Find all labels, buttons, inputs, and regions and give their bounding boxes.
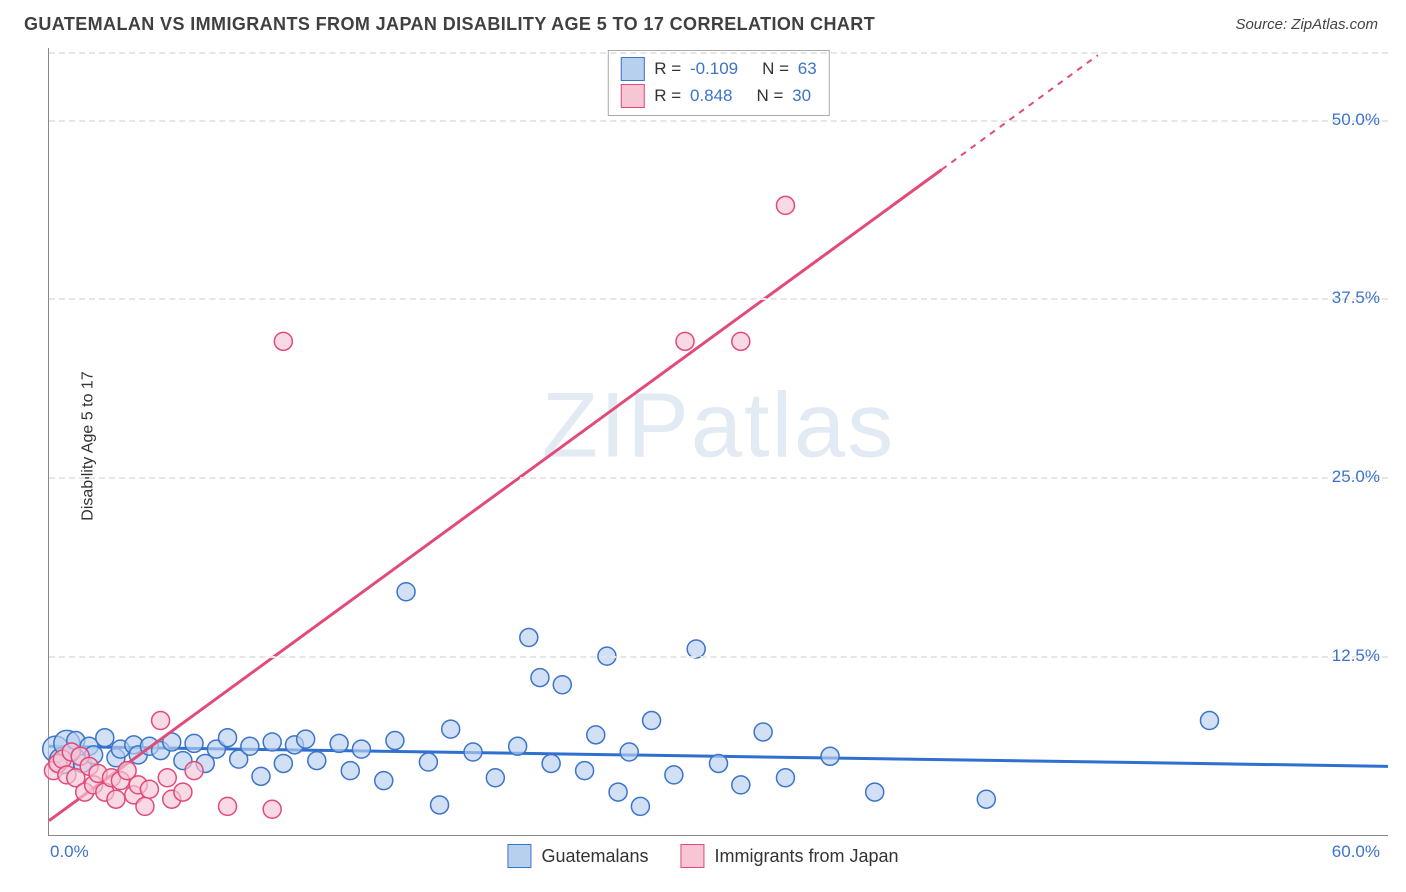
data-point [676, 332, 694, 350]
legend-label: Immigrants from Japan [715, 846, 899, 867]
data-point [1200, 712, 1218, 730]
legend-swatch [507, 844, 531, 868]
data-point [136, 797, 154, 815]
legend-n-value: N = 30 [756, 82, 811, 109]
gridline [49, 52, 1388, 54]
data-point [464, 743, 482, 761]
data-point [375, 772, 393, 790]
source-label: Source: ZipAtlas.com [1235, 16, 1378, 33]
legend-item: Guatemalans [507, 844, 648, 868]
data-point [609, 783, 627, 801]
legend-row: R = -0.109 N = 63 [620, 55, 816, 82]
data-point [710, 754, 728, 772]
data-point [542, 754, 560, 772]
data-point [341, 762, 359, 780]
x-tick-min: 0.0% [50, 842, 89, 862]
legend-row: R = 0.848 N = 30 [620, 82, 816, 109]
data-point [776, 769, 794, 787]
chart-title: GUATEMALAN VS IMMIGRANTS FROM JAPAN DISA… [24, 14, 875, 35]
data-point [866, 783, 884, 801]
data-point [219, 729, 237, 747]
data-point [274, 754, 292, 772]
legend-r-value: R = -0.109 [654, 55, 738, 82]
data-point [330, 734, 348, 752]
title-bar: GUATEMALAN VS IMMIGRANTS FROM JAPAN DISA… [0, 0, 1406, 45]
y-tick-label: 25.0% [1332, 467, 1380, 487]
data-point [185, 762, 203, 780]
data-point [520, 629, 538, 647]
data-point [263, 800, 281, 818]
data-point [219, 797, 237, 815]
legend-label: Guatemalans [541, 846, 648, 867]
scatter-plot-svg [49, 48, 1388, 835]
data-point [158, 769, 176, 787]
gridline [49, 477, 1388, 479]
data-point [643, 712, 661, 730]
legend-swatch [620, 84, 644, 108]
data-point [174, 783, 192, 801]
data-point [185, 734, 203, 752]
y-tick-label: 50.0% [1332, 110, 1380, 130]
plot-area: ZIPatlas R = -0.109N = 63R = 0.848N = 30… [48, 48, 1388, 836]
legend-r-value: R = 0.848 [654, 82, 732, 109]
gridline [49, 656, 1388, 658]
data-point [665, 766, 683, 784]
data-point [397, 583, 415, 601]
data-point [754, 723, 772, 741]
gridline [49, 120, 1388, 122]
data-point [252, 767, 270, 785]
data-point [587, 726, 605, 744]
data-point [732, 776, 750, 794]
data-point [431, 796, 449, 814]
data-point [576, 762, 594, 780]
data-point [96, 729, 114, 747]
legend-n-value: N = 63 [762, 55, 817, 82]
legend-item: Immigrants from Japan [681, 844, 899, 868]
data-point [274, 332, 292, 350]
data-point [241, 737, 259, 755]
data-point [152, 712, 170, 730]
data-point [263, 733, 281, 751]
data-point [977, 790, 995, 808]
data-point [509, 737, 527, 755]
trend-line [49, 170, 942, 821]
data-point [352, 740, 370, 758]
data-point [297, 730, 315, 748]
data-point [553, 676, 571, 694]
data-point [620, 743, 638, 761]
legend-swatch [620, 57, 644, 81]
y-tick-label: 12.5% [1332, 646, 1380, 666]
x-tick-max: 60.0% [1332, 842, 1380, 862]
data-point [419, 753, 437, 771]
data-point [821, 747, 839, 765]
y-tick-label: 37.5% [1332, 288, 1380, 308]
data-point [386, 732, 404, 750]
data-point [531, 669, 549, 687]
gridline [49, 298, 1388, 300]
data-point [442, 720, 460, 738]
series-legend: Guatemalans Immigrants from Japan [507, 844, 898, 868]
trend-line-extrapolated [942, 55, 1098, 169]
data-point [732, 332, 750, 350]
data-point [776, 196, 794, 214]
data-point [308, 752, 326, 770]
data-point [107, 790, 125, 808]
data-point [631, 797, 649, 815]
legend-swatch [681, 844, 705, 868]
data-point [486, 769, 504, 787]
data-point [140, 780, 158, 798]
correlation-legend: R = -0.109 N = 63 R = 0.848 N = 30 [607, 50, 829, 116]
